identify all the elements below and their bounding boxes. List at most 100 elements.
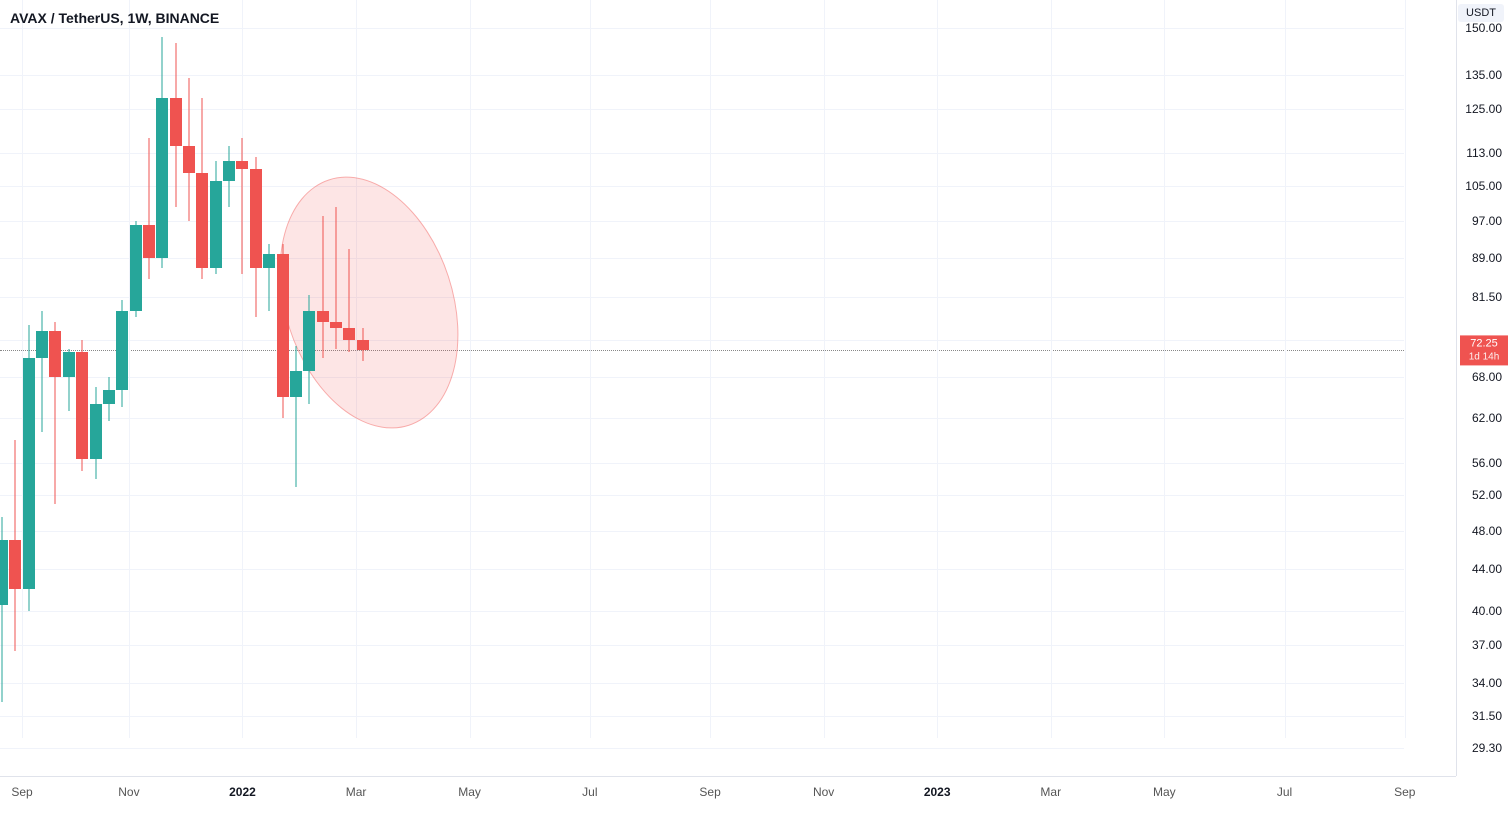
candle-wick (322, 216, 323, 358)
candle[interactable] (330, 0, 342, 776)
candle-body (156, 98, 168, 258)
x-tick-label: 2023 (924, 785, 951, 799)
candle[interactable] (290, 0, 302, 776)
candle-body (63, 352, 75, 377)
x-tick-label: Mar (1040, 785, 1061, 799)
chart-plot[interactable] (0, 0, 1456, 776)
price-tag-value: 72.25 (1466, 338, 1502, 351)
y-tick-label: 68.00 (1472, 370, 1502, 384)
y-tick-label: 48.00 (1472, 524, 1502, 538)
candle-body (36, 331, 48, 358)
chart-title: AVAX / TetherUS, 1W, BINANCE (10, 10, 219, 26)
y-tick-label: 31.50 (1472, 709, 1502, 723)
y-tick-label: 97.00 (1472, 214, 1502, 228)
candle[interactable] (343, 0, 355, 776)
gridline-v (824, 0, 825, 738)
candle-body (0, 540, 8, 606)
candle-body (330, 322, 342, 328)
x-tick-label: 2022 (229, 785, 256, 799)
gridline-v (937, 0, 938, 738)
candle[interactable] (170, 0, 182, 776)
y-tick-label: 113.00 (1466, 146, 1502, 160)
candle[interactable] (236, 0, 248, 776)
candle[interactable] (76, 0, 88, 776)
candle[interactable] (303, 0, 315, 776)
price-tag-countdown: 1d 14h (1466, 351, 1502, 363)
y-tick-label: 34.00 (1472, 676, 1502, 690)
y-tick-label: 52.00 (1472, 488, 1502, 502)
candle[interactable] (0, 0, 8, 776)
y-tick-label: 62.00 (1472, 411, 1502, 425)
candle-body (210, 181, 222, 268)
candle-wick (295, 346, 296, 487)
candle[interactable] (116, 0, 128, 776)
x-axis[interactable]: SepNov2022MarMayJulSepNov2023MarMayJulSe… (0, 776, 1456, 814)
candle-body (263, 254, 275, 269)
x-tick-label: Sep (1394, 785, 1415, 799)
candle-body (290, 371, 302, 397)
candle-body (196, 173, 208, 268)
candle[interactable] (143, 0, 155, 776)
gridline-v (1164, 0, 1165, 738)
x-tick-label: Nov (813, 785, 834, 799)
candle[interactable] (103, 0, 115, 776)
gridline-v (590, 0, 591, 738)
candle[interactable] (156, 0, 168, 776)
candle-body (130, 225, 142, 311)
candle-body (303, 311, 315, 371)
chart-container[interactable]: AVAX / TetherUS, 1W, BINANCE USDT 150.00… (0, 0, 1508, 814)
candle[interactable] (210, 0, 222, 776)
gridline-v (1405, 0, 1406, 738)
candle[interactable] (277, 0, 289, 776)
x-tick-label: Jul (1277, 785, 1292, 799)
candle[interactable] (317, 0, 329, 776)
candle[interactable] (250, 0, 262, 776)
candle-wick (242, 138, 243, 274)
y-tick-label: 29.30 (1472, 741, 1502, 755)
candle[interactable] (23, 0, 35, 776)
x-tick-label: Nov (118, 785, 139, 799)
candle-body (183, 146, 195, 174)
candle[interactable] (223, 0, 235, 776)
candle[interactable] (63, 0, 75, 776)
candle-body (103, 390, 115, 404)
candle-body (317, 311, 329, 322)
gridline-v (1051, 0, 1052, 738)
y-tick-label: 89.00 (1472, 251, 1502, 265)
candle[interactable] (9, 0, 21, 776)
x-tick-label: Sep (699, 785, 720, 799)
candle-body (116, 311, 128, 390)
gridline-v (710, 0, 711, 738)
y-axis[interactable]: USDT 150.00135.00125.00113.00105.0097.00… (1456, 0, 1508, 776)
candle-body (223, 161, 235, 181)
candle[interactable] (263, 0, 275, 776)
y-tick-label: 150.00 (1465, 21, 1502, 35)
x-tick-label: May (1153, 785, 1176, 799)
candle[interactable] (90, 0, 102, 776)
candle[interactable] (183, 0, 195, 776)
gridline-v (470, 0, 471, 738)
candle[interactable] (196, 0, 208, 776)
candle[interactable] (49, 0, 61, 776)
candle-body (143, 225, 155, 258)
candle[interactable] (36, 0, 48, 776)
candle-body (343, 328, 355, 340)
candle-body (277, 254, 289, 397)
x-tick-label: Mar (346, 785, 367, 799)
gridline-v (1285, 0, 1286, 738)
candle-body (236, 161, 248, 169)
candle-body (9, 540, 21, 590)
y-tick-label: 125.00 (1465, 102, 1502, 116)
y-axis-unit-badge[interactable]: USDT (1458, 4, 1504, 22)
y-tick-label: 56.00 (1472, 456, 1502, 470)
candle[interactable] (357, 0, 369, 776)
candle-body (23, 358, 35, 589)
y-tick-label: 37.00 (1472, 638, 1502, 652)
x-tick-label: May (458, 785, 481, 799)
y-tick-label: 40.00 (1472, 604, 1502, 618)
candle-body (76, 352, 88, 459)
candle-body (250, 169, 262, 268)
candle-body (170, 98, 182, 145)
y-tick-label: 135.00 (1465, 68, 1502, 82)
candle[interactable] (130, 0, 142, 776)
